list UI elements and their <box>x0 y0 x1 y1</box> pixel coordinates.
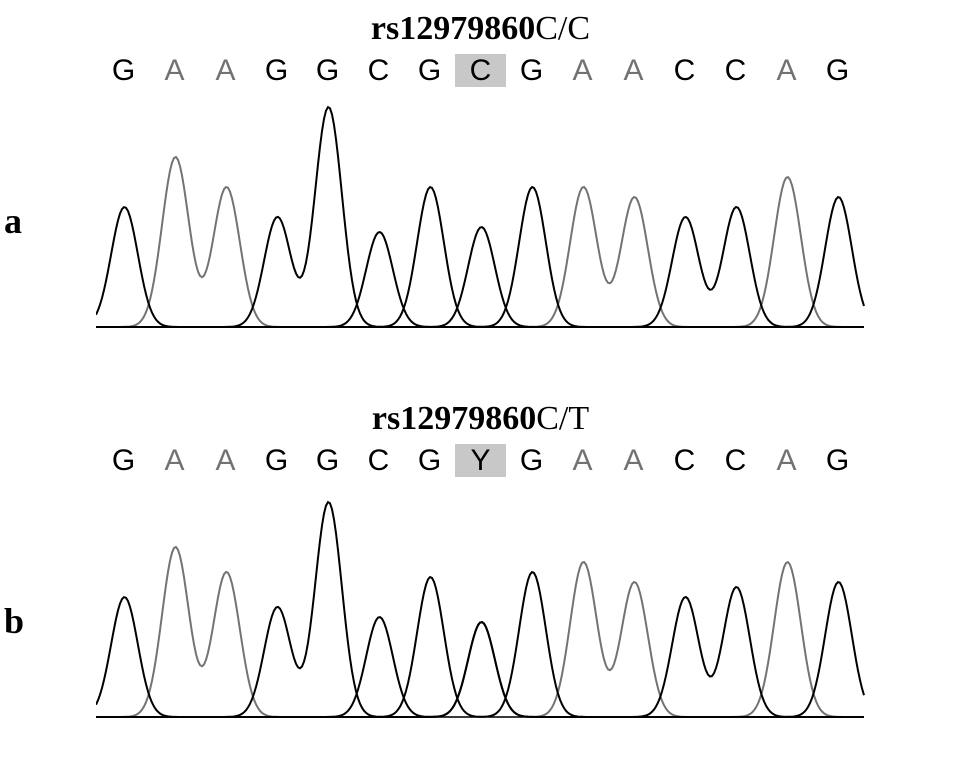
seq-base-3: G <box>251 54 302 87</box>
panel-a-svg <box>96 91 866 331</box>
seq-base-8: G <box>506 444 557 477</box>
seq-base-13: A <box>761 444 812 477</box>
panel-a-title: rs12979860C/C <box>0 10 961 48</box>
panel-b-sequence: GAAGGCGYGAACCAG <box>0 444 961 477</box>
seq-base-11: C <box>659 54 710 87</box>
panel-b-title-rest: C/T <box>536 400 589 437</box>
seq-base-11: C <box>659 444 710 477</box>
seq-base-7: C <box>455 54 506 87</box>
seq-base-4: G <box>302 444 353 477</box>
trace-C <box>96 207 864 327</box>
seq-base-1: A <box>149 444 200 477</box>
panel-b: rs12979860C/T GAAGGCGYGAACCAG <box>0 400 961 721</box>
seq-base-3: G <box>251 444 302 477</box>
panel-a-title-rest: C/C <box>535 10 590 47</box>
trace-G <box>96 502 864 717</box>
seq-base-6: G <box>404 54 455 87</box>
seq-base-14: G <box>812 444 863 477</box>
panel-a-sequence: GAAGGCGCGAACCAG <box>0 54 961 87</box>
seq-base-8: G <box>506 54 557 87</box>
seq-base-5: C <box>353 54 404 87</box>
panel-b-title: rs12979860C/T <box>0 400 961 438</box>
seq-base-14: G <box>812 54 863 87</box>
trace-C <box>96 587 864 717</box>
panel-b-title-bold: rs12979860 <box>372 400 536 437</box>
seq-base-12: C <box>710 444 761 477</box>
seq-base-1: A <box>149 54 200 87</box>
seq-base-9: A <box>557 54 608 87</box>
seq-base-6: G <box>404 444 455 477</box>
panel-b-label: b <box>4 600 24 642</box>
seq-base-9: A <box>557 444 608 477</box>
seq-base-2: A <box>200 54 251 87</box>
seq-base-4: G <box>302 54 353 87</box>
seq-base-10: A <box>608 54 659 87</box>
seq-base-0: G <box>98 54 149 87</box>
seq-base-7: Y <box>455 444 506 477</box>
panel-b-svg <box>96 481 866 721</box>
trace-A <box>96 157 864 327</box>
seq-base-10: A <box>608 444 659 477</box>
panel-a: rs12979860C/C GAAGGCGCGAACCAG <box>0 10 961 331</box>
panel-a-title-bold: rs12979860 <box>371 10 535 47</box>
seq-base-2: A <box>200 444 251 477</box>
panel-b-chromatogram <box>96 481 866 721</box>
seq-base-5: C <box>353 444 404 477</box>
trace-G <box>96 107 864 327</box>
seq-base-12: C <box>710 54 761 87</box>
panel-a-chromatogram <box>96 91 866 331</box>
panel-a-label: a <box>4 200 22 242</box>
seq-base-13: A <box>761 54 812 87</box>
seq-base-0: G <box>98 444 149 477</box>
